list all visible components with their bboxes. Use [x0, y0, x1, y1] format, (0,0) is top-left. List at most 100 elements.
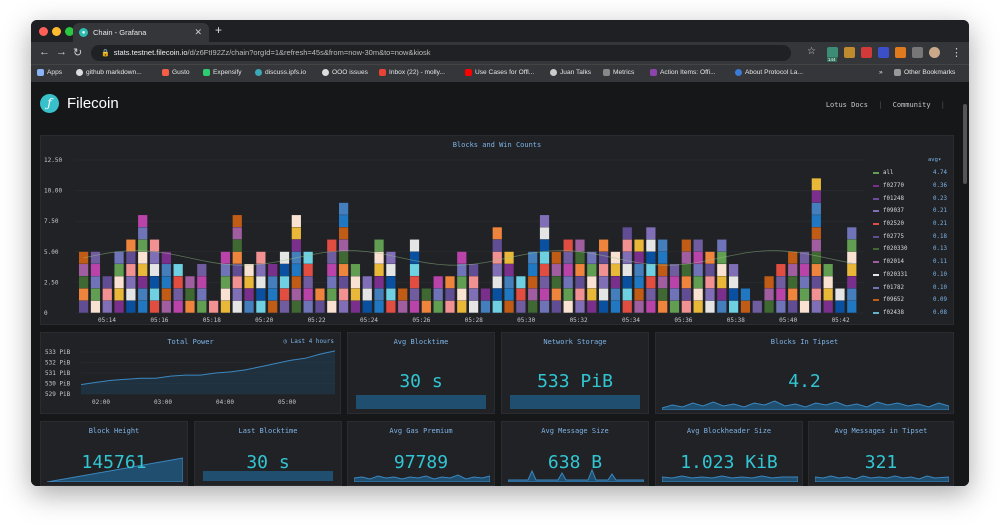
bar-segment[interactable] — [681, 276, 691, 289]
bar-segment[interactable] — [244, 300, 254, 313]
bar-segment[interactable] — [256, 276, 266, 289]
bar-segment[interactable] — [126, 300, 136, 313]
bar-segment[interactable] — [232, 239, 242, 252]
bar-segment[interactable] — [327, 276, 337, 289]
time-range-badge[interactable]: ◷ Last 4 hours — [283, 338, 334, 345]
extension-icon[interactable] — [827, 47, 838, 58]
bar-segment[interactable] — [232, 288, 242, 301]
back-arrow-icon[interactable]: ← — [39, 46, 50, 58]
bar-segment[interactable] — [622, 264, 632, 276]
bar-segment[interactable] — [232, 264, 242, 276]
bar-segment[interactable] — [681, 239, 691, 252]
bar-segment[interactable] — [291, 300, 301, 313]
bar-segment[interactable] — [563, 251, 573, 264]
bar-segment[interactable] — [504, 288, 514, 301]
bookmark-use-cases[interactable]: Use Cases for Offl... — [465, 69, 534, 76]
bar-segment[interactable] — [315, 288, 325, 301]
lotus-docs-link[interactable]: Lotus Docs — [825, 101, 868, 109]
bar-segment[interactable] — [599, 264, 609, 276]
bar-segment[interactable] — [634, 239, 644, 252]
more-bookmarks-icon[interactable]: » — [879, 69, 883, 76]
bar-segment[interactable] — [693, 300, 703, 313]
bar-segment[interactable] — [587, 264, 597, 276]
bar-segment[interactable] — [811, 227, 821, 240]
bar-segment[interactable] — [409, 251, 420, 264]
bar-segment[interactable] — [339, 276, 349, 289]
bar-segment[interactable] — [717, 276, 727, 289]
bar-segment[interactable] — [480, 288, 491, 301]
bar-segment[interactable] — [327, 288, 337, 301]
bar-segment[interactable] — [658, 276, 668, 289]
bar-segment[interactable] — [279, 276, 290, 289]
bar-segment[interactable] — [374, 288, 384, 301]
bar-segment[interactable] — [268, 300, 278, 313]
bar-segment[interactable] — [256, 264, 266, 276]
bar-segment[interactable] — [587, 251, 597, 264]
bar-segment[interactable] — [658, 288, 668, 301]
bar-segment[interactable] — [90, 276, 101, 289]
bar-segment[interactable] — [173, 264, 183, 276]
bar-segment[interactable] — [835, 288, 845, 301]
bar-segment[interactable] — [457, 276, 467, 289]
bar-segment[interactable] — [811, 215, 821, 228]
bar-segment[interactable] — [173, 288, 183, 301]
bar-segment[interactable] — [729, 264, 739, 276]
bar-segment[interactable] — [433, 276, 443, 289]
bar-segment[interactable] — [563, 300, 573, 313]
bar-segment[interactable] — [811, 251, 821, 264]
bar-segment[interactable] — [539, 215, 550, 228]
bar-segment[interactable] — [457, 288, 467, 301]
bar-segment[interactable] — [516, 288, 526, 301]
bar-segment[interactable] — [811, 300, 821, 313]
bar-segment[interactable] — [79, 264, 89, 276]
bar-segment[interactable] — [161, 276, 171, 289]
bar-segment[interactable] — [409, 288, 420, 301]
bar-segment[interactable] — [799, 251, 810, 264]
bar-segment[interactable] — [327, 251, 337, 264]
bar-segment[interactable] — [551, 300, 561, 313]
bar-segment[interactable] — [599, 300, 609, 313]
bar-segment[interactable] — [138, 239, 148, 252]
bar-segment[interactable] — [126, 264, 136, 276]
bar-segment[interactable] — [291, 227, 301, 240]
bar-segment[interactable] — [256, 300, 266, 313]
bar-segment[interactable] — [539, 227, 550, 240]
bar-segment[interactable] — [539, 264, 550, 276]
bar-segment[interactable] — [575, 264, 585, 276]
bar-segment[interactable] — [268, 288, 278, 301]
bar-segment[interactable] — [823, 288, 833, 301]
bar-segment[interactable] — [599, 239, 609, 252]
bar-segment[interactable] — [681, 288, 691, 301]
bar-segment[interactable] — [669, 276, 680, 289]
browser-tab[interactable]: ● Chain - Grafana ✕ — [73, 23, 209, 42]
bar-segment[interactable] — [788, 264, 798, 276]
bar-segment[interactable] — [409, 239, 420, 252]
bar-segment[interactable] — [575, 300, 585, 313]
extension-icon[interactable] — [861, 47, 872, 58]
bookmark-apps[interactable]: Apps — [37, 69, 62, 76]
bar-segment[interactable] — [232, 215, 242, 228]
maximize-window-button[interactable] — [65, 27, 74, 36]
bar-segment[interactable] — [811, 239, 821, 252]
bar-segment[interactable] — [563, 239, 573, 252]
bar-segment[interactable] — [634, 264, 644, 276]
bar-segment[interactable] — [799, 288, 810, 301]
bar-segment[interactable] — [339, 264, 349, 276]
bar-segment[interactable] — [835, 300, 845, 313]
bar-segment[interactable] — [126, 239, 136, 252]
legend-item[interactable]: all 4.74 — [873, 167, 947, 180]
bar-segment[interactable] — [622, 239, 632, 252]
bar-segment[interactable] — [256, 251, 266, 264]
bar-segment[interactable] — [528, 300, 538, 313]
more-menu-icon[interactable]: ⋮ — [951, 47, 962, 59]
bar-segment[interactable] — [776, 276, 786, 289]
bar-segment[interactable] — [669, 264, 680, 276]
bar-segment[interactable] — [102, 276, 112, 289]
bar-segment[interactable] — [551, 276, 561, 289]
bar-segment[interactable] — [693, 288, 703, 301]
bar-segment[interactable] — [161, 300, 171, 313]
bar-segment[interactable] — [433, 300, 443, 313]
bar-segment[interactable] — [729, 288, 739, 301]
bar-segment[interactable] — [209, 300, 219, 313]
bar-segment[interactable] — [587, 276, 597, 289]
